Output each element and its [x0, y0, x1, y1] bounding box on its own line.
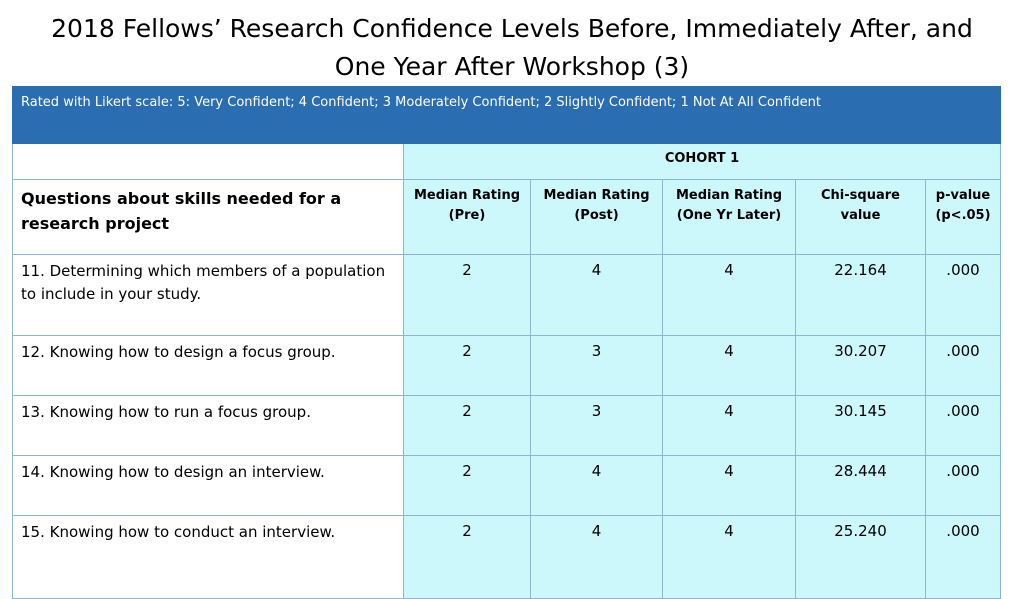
table-row: 14. Knowing how to design an interview. …	[12, 455, 1002, 516]
question-cell: 14. Knowing how to design an interview.	[12, 455, 404, 516]
median-later-cell: 4	[662, 254, 796, 336]
column-header-row: Questions about skills needed for a rese…	[12, 179, 1002, 255]
header-line: (One Yr Later)	[676, 208, 782, 223]
header-line: (Pre)	[448, 208, 486, 223]
chi-square-cell: 28.444	[795, 455, 926, 516]
header-line: Median Rating	[675, 188, 783, 203]
header-median-later: Median Rating (One Yr Later)	[662, 179, 796, 255]
p-value-cell: .000	[924, 254, 1002, 336]
question-column-header: Questions about skills needed for a rese…	[12, 179, 404, 255]
title-line-1: 2018 Fellows’ Research Confidence Levels…	[51, 14, 973, 43]
results-table: Rated with Likert scale: 5: Very Confide…	[11, 86, 1002, 599]
header-line: Median Rating	[413, 188, 521, 203]
header-line: (p<.05)	[935, 208, 991, 223]
median-pre-cell: 2	[403, 455, 531, 516]
median-post-cell: 4	[530, 515, 663, 599]
likert-banner-row: Rated with Likert scale: 5: Very Confide…	[11, 86, 1002, 144]
likert-scale-note: Rated with Likert scale: 5: Very Confide…	[11, 86, 1002, 144]
chi-square-cell: 25.240	[795, 515, 926, 599]
question-cell: 13. Knowing how to run a focus group.	[12, 395, 404, 456]
median-later-cell: 4	[662, 395, 796, 456]
p-value-cell: .000	[924, 335, 1002, 396]
median-post-cell: 4	[530, 455, 663, 516]
chi-square-cell: 30.207	[795, 335, 926, 396]
cohort-label: COHORT 1	[402, 143, 1002, 180]
header-line: p-value	[935, 188, 991, 203]
question-cell: 12. Knowing how to design a focus group.	[12, 335, 404, 396]
median-pre-cell: 2	[403, 335, 531, 396]
header-p-value: p-value (p<.05)	[924, 179, 1002, 255]
title-line-2: One Year After Workshop (3)	[334, 52, 690, 81]
p-value-cell: .000	[924, 395, 1002, 456]
chi-square-cell: 30.145	[795, 395, 926, 456]
empty-cell	[12, 143, 404, 180]
question-cell: 11. Determining which members of a popul…	[12, 254, 404, 336]
header-chi-square: Chi-square value	[795, 179, 926, 255]
header-median-post: Median Rating (Post)	[530, 179, 663, 255]
median-pre-cell: 2	[403, 515, 531, 599]
median-post-cell: 4	[530, 254, 663, 336]
table-row: 12. Knowing how to design a focus group.…	[12, 335, 1002, 396]
median-later-cell: 4	[662, 455, 796, 516]
header-line: (Post)	[574, 208, 619, 223]
header-line: Median Rating	[543, 188, 650, 203]
median-later-cell: 4	[662, 515, 796, 599]
p-value-cell: .000	[924, 455, 1002, 516]
table-row: 13. Knowing how to run a focus group. 2 …	[12, 395, 1002, 456]
table-row: 15. Knowing how to conduct an interview.…	[12, 515, 1002, 599]
cohort-row: COHORT 1	[12, 143, 1002, 180]
chi-square-cell: 22.164	[795, 254, 926, 336]
median-pre-cell: 2	[403, 395, 531, 456]
header-median-pre: Median Rating (Pre)	[403, 179, 531, 255]
median-post-cell: 3	[530, 335, 663, 396]
header-line: value	[840, 208, 881, 223]
p-value-cell: .000	[924, 515, 1002, 599]
median-later-cell: 4	[662, 335, 796, 396]
median-pre-cell: 2	[403, 254, 531, 336]
table-row: 11. Determining which members of a popul…	[12, 254, 1002, 336]
page-title: 2018 Fellows’ Research Confidence Levels…	[0, 10, 1024, 86]
header-line: Chi-square	[821, 188, 900, 203]
question-cell: 15. Knowing how to conduct an interview.	[12, 515, 404, 599]
median-post-cell: 3	[530, 395, 663, 456]
